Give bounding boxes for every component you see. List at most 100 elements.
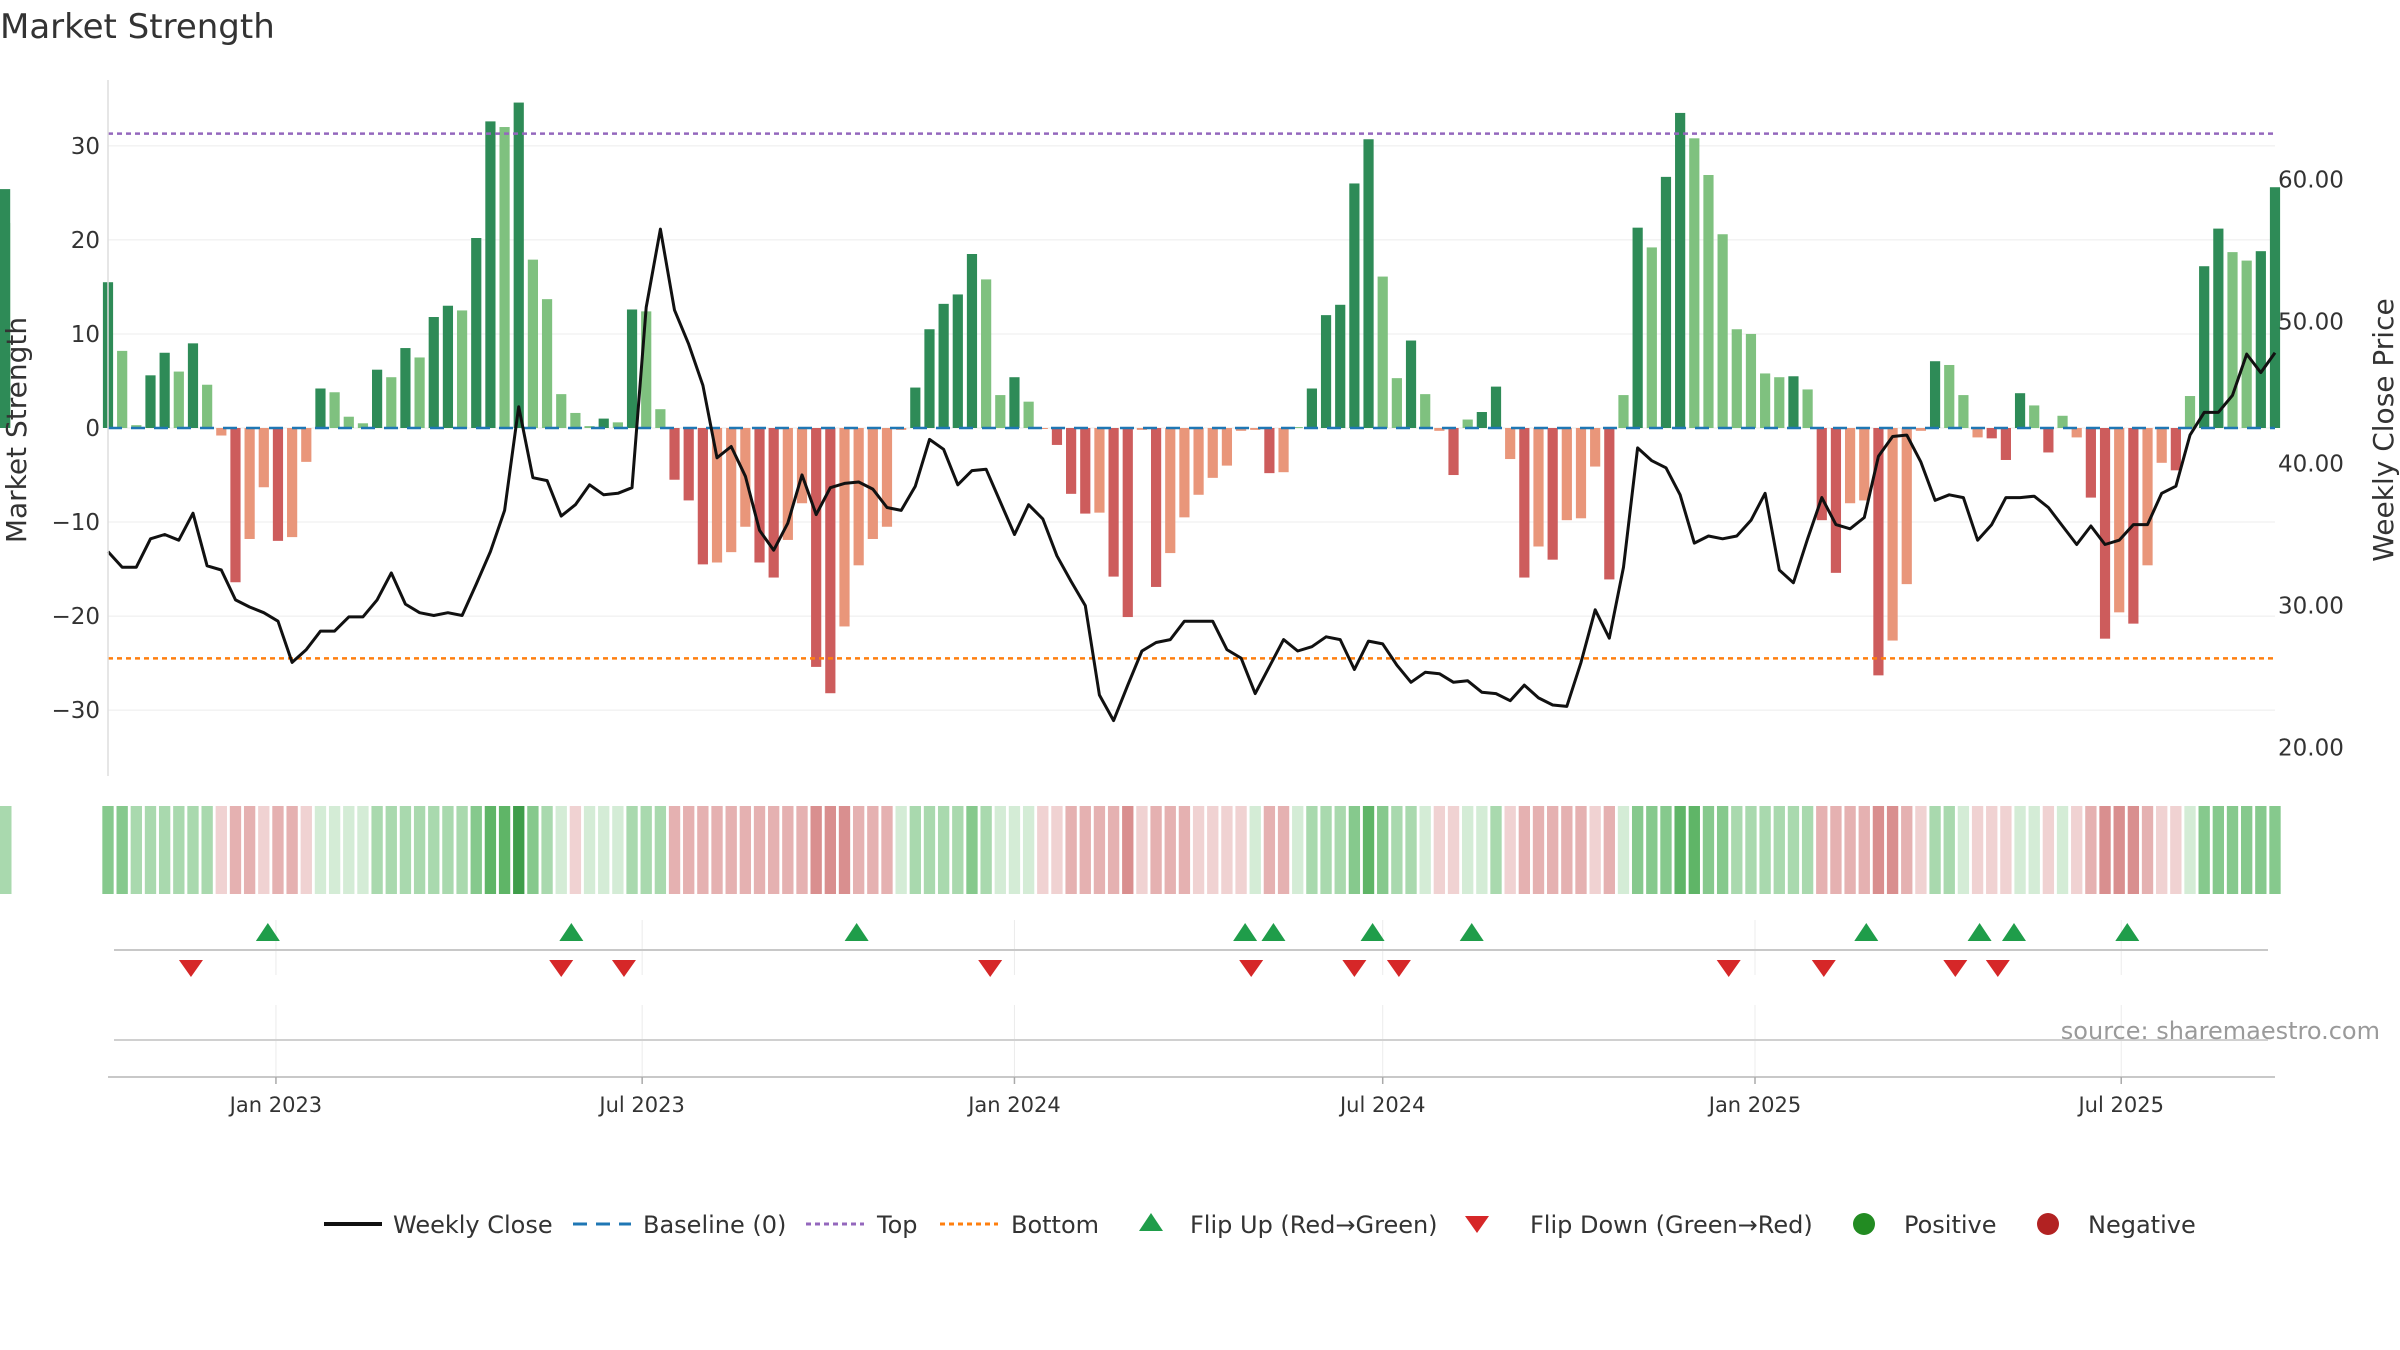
strength-bar [697,428,708,565]
band-tile [966,806,978,894]
band-tile [994,806,1006,894]
flip-up-marker [1360,923,1385,941]
strength-bar [711,428,723,563]
strength-bar [1080,428,1091,514]
band-tile [484,806,497,894]
legend-negative-label: Negative [2088,1211,2196,1239]
strength-bar [1150,428,1162,587]
band-tile [852,806,865,894]
band-tile [201,806,213,894]
strength-bar [1490,386,1502,428]
strength-bar [796,428,808,504]
strength-bar [2057,415,2068,428]
band-tile [1292,806,1304,894]
strength-bar [1873,428,1884,676]
strength-bar [187,343,199,428]
band-tile [357,806,369,894]
strength-bar [1986,428,1997,439]
strength-bar [173,371,184,428]
band-tile [1617,806,1630,894]
strength-bar [1575,428,1587,519]
strength-bar [1108,428,1119,577]
band-tile [2028,806,2040,894]
legend: Weekly Close Baseline (0) Top Bottom Fli… [324,1211,2196,1239]
band-tile [1263,806,1276,894]
flip-up-marker [1854,923,1879,941]
strength-bar [1929,361,1941,428]
grid-lines [108,145,2275,1077]
flip-up-marker [255,923,280,941]
band-tile [2014,806,2026,894]
strength-bar [754,428,765,563]
strength-bar [1901,428,1912,585]
strength-bar [867,428,878,539]
band-tile [1504,806,1516,894]
strength-bar [513,102,524,429]
strength-bar [2071,428,2082,438]
y-tick-label: −10 [51,510,100,536]
band-tile [1150,806,1162,894]
strength-bar [2099,428,2111,639]
band-tile [980,806,992,894]
strength-bar [1165,428,1176,554]
strength-bar [1646,247,1657,428]
band-tile [1008,806,1021,894]
strength-bar [570,412,581,428]
strength-bar [1958,395,1969,428]
band-tile [725,806,737,894]
strength-bar [1363,139,1374,428]
strength-bar [1235,428,1247,431]
strength-bar [881,428,893,527]
strength-bar [541,299,553,428]
flip-down-marker [1342,960,1367,977]
band-tile [1391,806,1403,894]
band-tile [1716,806,1729,894]
band-tile [343,806,355,894]
band-tile [1107,806,1120,894]
band-tile [0,806,12,894]
threshold-lines [108,132,2275,660]
band-tile [1589,806,1601,894]
band-tile [937,806,950,894]
y-tick-label: 10 [71,322,100,348]
band-tile [158,806,171,894]
strength-bar [1816,428,1827,521]
strength-bar [159,352,170,428]
band-tile [513,806,525,894]
band-tile [683,806,695,894]
strength-bar [782,428,793,540]
flip-up-marker [559,923,584,941]
strength-bar [811,428,822,667]
band-tile [498,806,511,894]
band-tile [2184,806,2196,894]
x-tick-label: Jul 2024 [1338,1093,1425,1117]
band-tile [1065,806,1077,894]
legend-bottom-label: Bottom [1011,1211,1099,1239]
strength-bar [117,350,128,428]
flip-up-marker [1967,923,1992,941]
y-axis-ticks: −30 −20 −10 0 10 20 30 [51,134,100,724]
strength-bar [400,348,411,428]
band-tile [1235,806,1247,894]
strength-bar [1915,428,1927,431]
band-tile [1844,806,1856,894]
strength-bar [1221,428,1233,466]
band-tile [1178,806,1191,894]
band-tile [2000,806,2012,894]
strength-bar [1703,174,1714,428]
legend-positive-label: Positive [1904,1211,1997,1239]
band-tile [2141,806,2154,894]
strength-bar [1944,364,1955,428]
band-tile [2156,806,2168,894]
y-tick-label: 0 [85,416,100,442]
strength-bar [2029,405,2040,428]
band-tile [442,806,454,894]
legend-flip-up-icon [1139,1213,1163,1231]
band-tile [2056,806,2069,894]
band-tile [243,806,256,894]
band-tile [1433,806,1446,894]
band-tile [1462,806,1474,894]
legend-flip-down-label: Flip Down (Green→Red) [1530,1211,1813,1239]
band-tile [1476,806,1488,894]
